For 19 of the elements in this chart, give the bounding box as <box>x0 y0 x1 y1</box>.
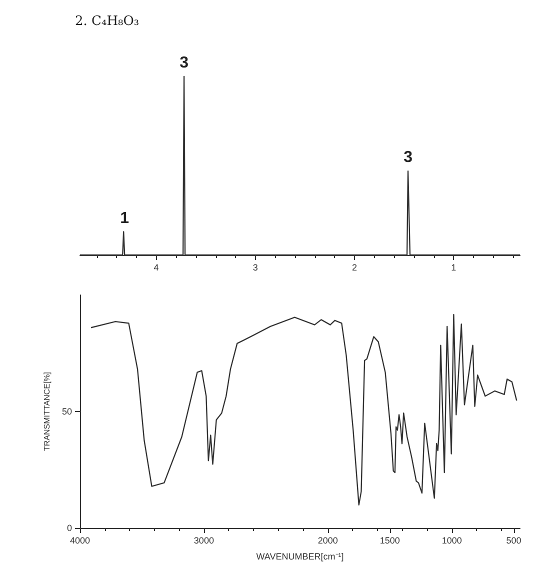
x-tick-label: 4 <box>154 262 159 272</box>
annotation: 1 <box>120 210 130 227</box>
x-axis-title: WAVENUMBER[cm⁻¹] <box>256 552 344 562</box>
x-tick-label: 1000 <box>442 536 462 546</box>
y-tick-label: 50 <box>62 406 72 416</box>
chart-title: 2. C₄H₈O₃ <box>75 14 140 29</box>
x-tick-label: 1 <box>451 262 456 272</box>
y-axis-title: TRANSMITTANCE[%] <box>42 372 52 451</box>
x-tick-label: 4000 <box>70 536 90 546</box>
x-tick-label: 500 <box>506 536 522 546</box>
line-series <box>90 314 518 506</box>
annotation: 3 <box>180 54 189 72</box>
x-tick-label: 3000 <box>194 536 214 546</box>
x-tick-label: 2 <box>352 262 358 272</box>
x-tick-label: 3 <box>252 262 258 272</box>
y-tick-label: 0 <box>66 523 72 533</box>
x-tick-label: 2000 <box>318 536 338 546</box>
x-tick-label: 1500 <box>380 536 400 546</box>
annotation: 3 <box>404 149 413 166</box>
